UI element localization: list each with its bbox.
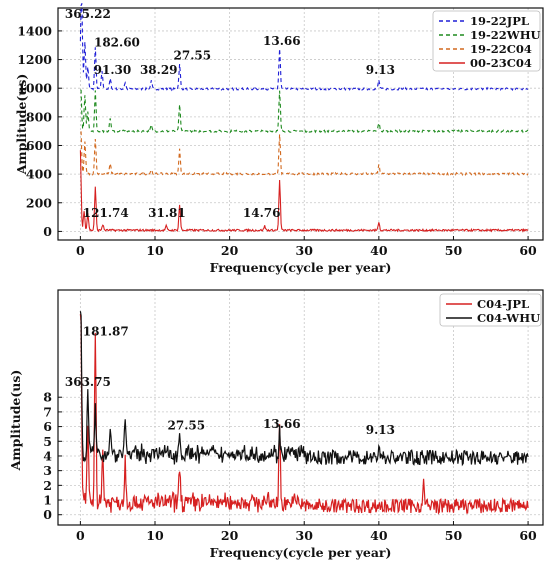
x-axis-label: Frequency(cycle per year) [210, 545, 392, 560]
legend-entry: 19-22C04 [470, 42, 532, 56]
x-tick-label: 20 [221, 528, 239, 543]
peak-annotation: 27.55 [174, 49, 212, 63]
peak-annotation: 363.75 [65, 375, 111, 389]
y-tick-label: 6 [43, 419, 52, 434]
legend-entry: 00-23C04 [470, 56, 532, 70]
x-tick-label: 30 [296, 528, 314, 543]
y-tick-label: 0 [43, 507, 52, 522]
x-tick-label: 20 [221, 243, 239, 258]
plot-frame [57, 289, 544, 526]
y-axis-label: Amplitude(us) [14, 74, 29, 176]
y-tick-label: 600 [26, 138, 52, 153]
y-tick-label: 0 [43, 224, 52, 239]
peak-annotation: 38.29 [140, 63, 178, 77]
y-axis-label: Amplitude(us) [8, 370, 23, 472]
x-tick-label: 10 [146, 528, 164, 543]
x-axis-label: Frequency(cycle per year) [210, 260, 392, 275]
legend-entry: C04-JPL [477, 297, 529, 311]
peak-annotation: 365.22 [65, 7, 111, 21]
x-tick-label: 60 [519, 528, 537, 543]
x-tick-label: 40 [370, 528, 388, 543]
x-tick-label: 30 [296, 243, 314, 258]
peak-annotation: 9.13 [366, 63, 395, 77]
y-tick-label: 4 [43, 448, 52, 463]
peak-annotation: 14.76 [243, 206, 281, 220]
legend-frame [432, 10, 541, 72]
y-tick-label: 8 [43, 390, 52, 405]
series-line-00-23c04 [79, 150, 529, 233]
series-line-c04-jpl [79, 314, 529, 515]
legend-entry: C04-WHU [477, 311, 540, 325]
y-tick-label: 2 [43, 478, 52, 493]
x-tick-label: 0 [76, 528, 85, 543]
peak-annotation: 27.55 [168, 419, 206, 433]
y-tick-label: 1400 [17, 23, 52, 38]
x-tick-label: 60 [519, 243, 537, 258]
peak-annotation: 182.60 [94, 36, 140, 50]
legend-entry: 19-22JPL [470, 14, 529, 28]
x-tick-label: 50 [445, 528, 463, 543]
peak-annotation: 9.13 [366, 423, 395, 437]
legend-entry: 19-22WHU [470, 28, 541, 42]
y-tick-label: 800 [26, 109, 52, 124]
y-tick-label: 400 [26, 167, 52, 182]
y-tick-label: 7 [43, 404, 52, 419]
x-tick-label: 10 [146, 243, 164, 258]
x-tick-label: 50 [445, 243, 463, 258]
y-tick-label: 1000 [17, 81, 52, 96]
series-line-19-22whu [80, 89, 529, 134]
series-line-19-22c04 [80, 131, 529, 177]
y-tick-label: 3 [43, 463, 52, 478]
peak-annotation: 13.66 [263, 34, 301, 48]
series-line-19-22jpl [79, 3, 529, 92]
peak-annotation: 13.66 [263, 417, 301, 431]
peak-annotation: 31.81 [148, 206, 186, 220]
chart-panel-1: 0 10 20 30 40 50 600200400600800100012001400Fr… [14, 3, 544, 275]
x-tick-label: 0 [76, 243, 85, 258]
x-tick-label: 40 [370, 243, 388, 258]
y-tick-label: 5 [43, 434, 52, 449]
peak-annotation: 121.74 [83, 206, 129, 220]
y-tick-label: 1 [43, 493, 52, 508]
series-line-c04-whu [79, 311, 529, 467]
y-tick-label: 1200 [17, 52, 52, 67]
plot-frame [57, 7, 544, 241]
peak-annotation: 181.87 [83, 325, 129, 339]
peak-annotation: 91.30 [94, 63, 132, 77]
y-tick-label: 200 [26, 195, 52, 210]
